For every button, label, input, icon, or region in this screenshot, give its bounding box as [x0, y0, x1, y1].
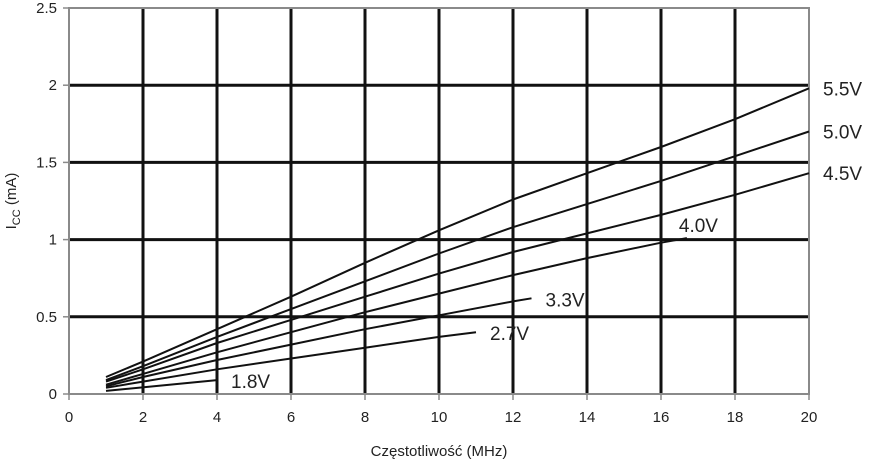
grid-lines — [69, 8, 809, 394]
x-tick-label: 0 — [65, 409, 73, 426]
series-label: 4.5V — [823, 164, 862, 185]
series-label: 4.0V — [679, 216, 718, 237]
x-tick-label: 6 — [287, 409, 295, 426]
y-axis-title-sub: CC — [11, 209, 23, 225]
x-tick-label: 4 — [213, 409, 221, 426]
series-line-5-0v — [105, 130, 810, 382]
x-tick-labels: 0 2 4 6 8 10 12 14 16 18 20 — [65, 394, 818, 426]
y-tick-label: 0.5 — [36, 309, 57, 326]
x-tick-label: 18 — [727, 409, 744, 426]
x-tick-label: 8 — [361, 409, 369, 426]
y-tick-label: 2.5 — [36, 0, 57, 17]
series-line-1-8v — [105, 379, 218, 392]
series-label: 2.7V — [490, 324, 529, 345]
series-line-2-7v — [105, 331, 477, 389]
y-tick-label: 0 — [49, 386, 57, 403]
y-axis-title-main: I — [3, 225, 20, 229]
y-tick-label: 1.5 — [36, 154, 57, 171]
x-tick-label: 14 — [579, 409, 596, 426]
x-tick-label: 20 — [801, 409, 818, 426]
y-tick-label: 1 — [49, 232, 57, 249]
series-label: 3.3V — [546, 290, 585, 311]
x-tick-label: 12 — [505, 409, 522, 426]
series-labels: 1.8V 2.7V 3.3V 4.0V 4.5V 5.0V 5.5V — [231, 79, 862, 393]
series-label: 5.0V — [823, 123, 862, 144]
x-tick-label: 10 — [431, 409, 448, 426]
y-axis-title: ICC (mA) — [3, 173, 23, 230]
x-tick-label: 2 — [139, 409, 147, 426]
series-lines — [105, 87, 810, 392]
series-line-5-5v — [105, 87, 810, 378]
y-tick-labels: 0 0.5 1 1.5 2 2.5 — [36, 0, 69, 403]
series-line-4-5v — [105, 172, 810, 383]
series-line-4-0v — [105, 237, 688, 386]
y-axis-title-unit: (mA) — [3, 173, 20, 210]
x-tick-label: 16 — [653, 409, 670, 426]
series-label: 1.8V — [231, 372, 270, 393]
x-axis-title: Częstotliwość (MHz) — [371, 443, 508, 460]
series-label: 5.5V — [823, 79, 862, 100]
y-tick-label: 2 — [49, 77, 57, 94]
series-line-3-3v — [105, 297, 532, 388]
